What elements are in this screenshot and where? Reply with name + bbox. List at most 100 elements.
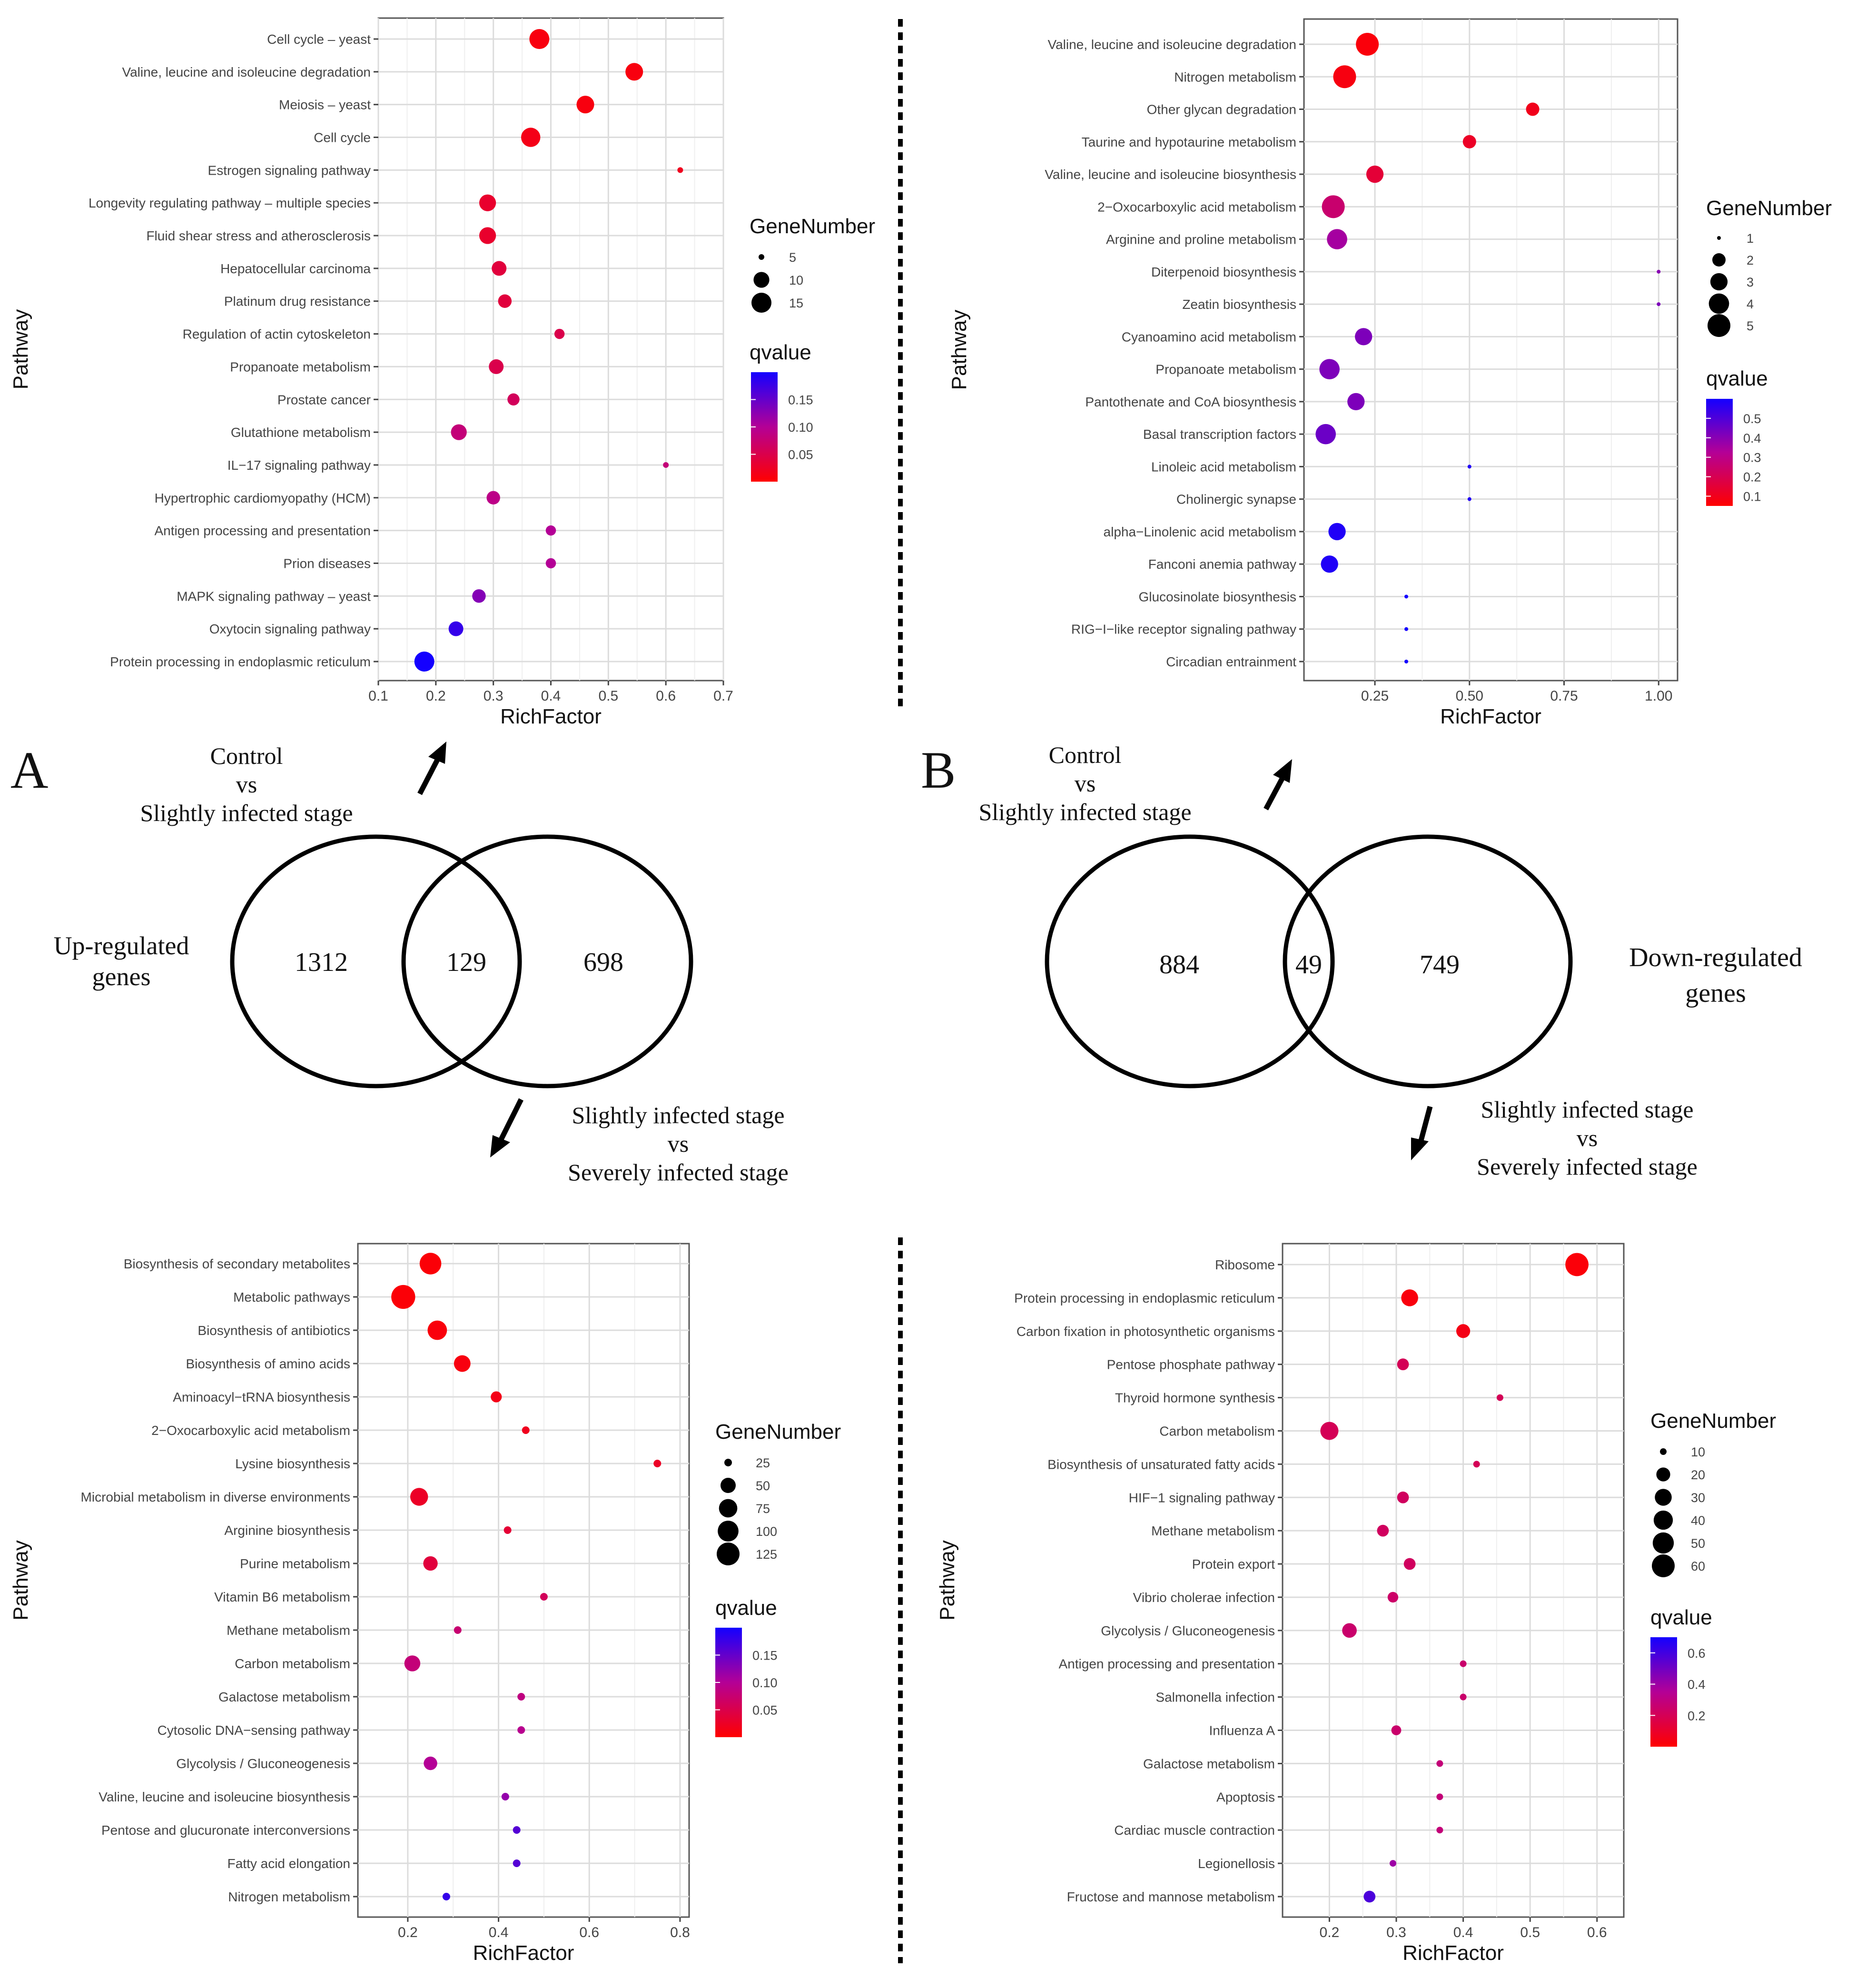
data-point xyxy=(663,462,669,468)
data-point xyxy=(486,491,500,505)
size-legend-dot xyxy=(1652,1554,1675,1577)
pathway-label: Vitamin B6 metabolism xyxy=(214,1590,350,1604)
data-point xyxy=(540,1593,548,1601)
pathway-label: 2−Oxocarboxylic acid metabolism xyxy=(151,1423,350,1438)
data-point xyxy=(498,294,512,308)
pathway-label: Diterpenoid biosynthesis xyxy=(1151,265,1296,279)
data-point xyxy=(513,1859,521,1867)
pathway-label: Pantothenate and CoA biosynthesis xyxy=(1085,395,1296,409)
data-point xyxy=(1526,102,1540,116)
pathway-label: Regulation of actin cytoskeleton xyxy=(183,327,371,342)
data-point xyxy=(410,1488,428,1506)
pathway-label: Prion diseases xyxy=(283,556,371,571)
data-point xyxy=(521,128,541,147)
pathway-label: Valine, leucine and isoleucine biosynthe… xyxy=(1045,167,1296,182)
pathway-label: Protein processing in endoplasmic reticu… xyxy=(1014,1291,1275,1305)
size-legend-dot xyxy=(1653,1510,1673,1530)
pathway-label: Cell cycle xyxy=(314,130,371,145)
venn-b-top-line-2: vs xyxy=(1075,770,1096,797)
data-point xyxy=(504,1526,512,1534)
data-point xyxy=(1328,523,1346,541)
data-point xyxy=(454,1355,471,1372)
color-legend-bar xyxy=(1650,1637,1677,1747)
pathway-label: Nitrogen metabolism xyxy=(228,1889,350,1904)
plot-panel xyxy=(1282,1243,1625,1918)
color-legend-title: qvalue xyxy=(715,1596,777,1620)
pathway-label: Glucosinolate biosynthesis xyxy=(1138,589,1296,604)
x-tick-label: 0.6 xyxy=(579,1925,599,1940)
pathway-label: alpha−Linolenic acid metabolism xyxy=(1104,524,1296,539)
data-point xyxy=(529,29,550,49)
size-legend-dot xyxy=(759,254,764,260)
data-point xyxy=(1565,1253,1589,1276)
size-legend-label: 4 xyxy=(1747,297,1754,311)
pathway-label: Valine, leucine and isoleucine degradati… xyxy=(1047,37,1296,52)
data-point xyxy=(1342,1623,1357,1638)
chart-bottom-left: 0.2 0.4 0.6 0.8 Biosynthesis of secondary me… xyxy=(9,1243,841,1965)
y-axis-title: Pathway xyxy=(9,1540,32,1621)
pathway-label: Arginine and proline metabolism xyxy=(1106,232,1296,247)
size-legend-label: 30 xyxy=(1691,1491,1705,1505)
data-point xyxy=(1320,1422,1339,1440)
size-legend-label: 75 xyxy=(756,1502,770,1516)
data-point xyxy=(1356,33,1379,56)
color-legend-label: 0.4 xyxy=(1688,1678,1706,1692)
color-legend-label: 0.6 xyxy=(1688,1646,1706,1661)
data-point xyxy=(1377,1524,1389,1537)
data-point xyxy=(424,1756,437,1770)
pathway-label: Oxytocin signaling pathway xyxy=(209,622,371,636)
pathway-label: MAPK signaling pathway – yeast xyxy=(177,589,371,603)
data-point xyxy=(479,194,496,211)
venn-a-top-line-3: Slightly infected stage xyxy=(140,800,353,826)
color-legend-label: 0.2 xyxy=(1743,470,1761,485)
pathway-label: Carbon metabolism xyxy=(1159,1424,1275,1438)
data-point xyxy=(625,63,643,81)
arrow-b-down-head xyxy=(1411,1137,1429,1160)
color-legend-label: 0.1 xyxy=(1743,490,1761,504)
color-legend-label: 0.10 xyxy=(788,420,813,435)
data-point xyxy=(427,1320,447,1340)
data-point xyxy=(448,621,464,636)
size-legend-dot xyxy=(1652,1532,1674,1554)
data-point xyxy=(1436,1793,1443,1800)
pathway-label: 2−Oxocarboxylic acid metabolism xyxy=(1097,199,1296,214)
panel-label-a: A xyxy=(10,741,48,799)
y-axis-title: Pathway xyxy=(948,310,971,390)
x-tick-label: 0.4 xyxy=(541,688,561,704)
x-axis-title: RichFactor xyxy=(500,705,602,728)
pathway-label: Biosynthesis of unsaturated fatty acids xyxy=(1047,1457,1275,1472)
size-legend-dot xyxy=(1656,1467,1670,1482)
size-legend-dot xyxy=(724,1459,732,1466)
pathway-label: Valine, leucine and isoleucine degradati… xyxy=(122,65,371,79)
pathway-label: Longevity regulating pathway – multiple … xyxy=(89,196,371,210)
size-legend-dot xyxy=(719,1499,738,1518)
panel-label-b: B xyxy=(921,741,956,799)
x-tick-label: 0.2 xyxy=(426,688,446,704)
x-tick-label: 0.4 xyxy=(1453,1925,1473,1940)
pathway-label: Glycolysis / Gluconeogenesis xyxy=(1101,1623,1275,1638)
pathway-label: RIG−I−like receptor signaling pathway xyxy=(1071,622,1296,637)
pathway-label: Biosynthesis of amino acids xyxy=(186,1356,350,1371)
data-point xyxy=(1456,1324,1471,1338)
x-axis-title: RichFactor xyxy=(473,1941,574,1965)
data-point xyxy=(507,393,520,405)
pathway-label: Vibrio cholerae infection xyxy=(1133,1590,1275,1605)
pathway-label: Fluid shear stress and atherosclerosis xyxy=(146,228,371,243)
pathway-label: Propanoate metabolism xyxy=(1155,362,1296,377)
venn-b-top-line-3: Slightly infected stage xyxy=(978,799,1191,825)
pathway-label: IL−17 signaling pathway xyxy=(227,458,371,473)
data-point xyxy=(1462,135,1476,148)
pathway-label: Metabolic pathways xyxy=(233,1290,350,1305)
data-point xyxy=(451,424,467,440)
x-tick-label: 0.5 xyxy=(1520,1925,1540,1940)
pathway-label: Estrogen signaling pathway xyxy=(208,163,371,178)
size-legend-label: 25 xyxy=(756,1456,770,1470)
x-tick-label: 0.6 xyxy=(656,688,676,704)
data-point xyxy=(1327,229,1347,249)
color-legend-label: 0.15 xyxy=(752,1649,778,1663)
venn-b-bottom-line-3: Severely infected stage xyxy=(1477,1153,1698,1180)
pathway-label: Glycolysis / Gluconeogenesis xyxy=(176,1756,350,1771)
size-legend-label: 100 xyxy=(756,1524,777,1539)
size-legend-dot xyxy=(721,1478,736,1493)
data-point xyxy=(576,96,594,114)
